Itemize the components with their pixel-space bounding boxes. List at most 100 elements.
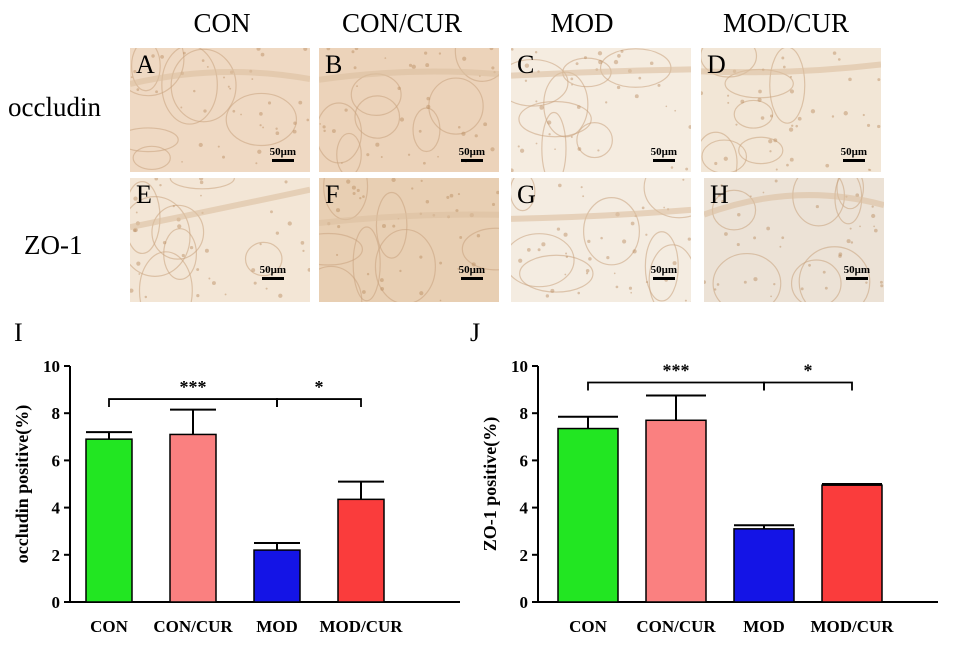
y-tick-label: 6 <box>52 451 61 470</box>
x-tick-label: MOD/CUR <box>810 617 894 636</box>
tissue-cell <box>306 118 310 122</box>
tissue-cell <box>457 267 460 271</box>
tissue-cell <box>808 263 811 267</box>
tissue-fold <box>541 111 567 172</box>
tissue-fold <box>354 95 401 139</box>
tissue-cell <box>471 262 476 267</box>
tissue-cell <box>181 161 183 163</box>
tissue-cell <box>800 287 804 291</box>
tissue-cell <box>837 58 841 61</box>
tissue-cell <box>789 89 795 94</box>
tissue-cell <box>825 163 830 168</box>
tissue-cell <box>630 291 633 294</box>
tissue-background <box>319 48 499 172</box>
tissue-cell <box>196 268 200 272</box>
tissue-cell <box>862 113 865 117</box>
tissue-cell <box>474 134 478 138</box>
tissue-cell <box>379 278 384 282</box>
tissue-fold <box>319 232 363 266</box>
tissue-cell <box>206 65 209 68</box>
tissue-cell <box>284 180 288 184</box>
tissue-cell <box>832 51 837 55</box>
micrograph-panel-f: F 50μm <box>319 178 499 302</box>
tissue-layer <box>511 66 691 79</box>
tissue-cell <box>439 299 442 302</box>
tissue-cell <box>565 252 568 255</box>
tissue-cell <box>849 227 852 230</box>
tissue-cell <box>684 299 687 302</box>
tissue-cell <box>714 161 718 166</box>
tissue-cell <box>867 168 871 171</box>
tissue-fold <box>511 58 569 107</box>
tissue-cell <box>815 204 819 209</box>
tissue-cell <box>438 52 442 55</box>
tissue-cell <box>422 161 426 165</box>
tissue-cell <box>201 59 205 62</box>
y-tick-label: 4 <box>52 499 61 518</box>
tissue-cell <box>151 54 155 58</box>
y-tick-label: 2 <box>52 546 61 565</box>
tissue-cell <box>685 167 689 171</box>
tissue-cell <box>558 183 562 188</box>
tissue-cell <box>483 122 488 127</box>
tissue-cell <box>490 147 495 152</box>
tissue-fold <box>130 48 185 97</box>
tissue-cell <box>491 66 495 70</box>
scale-bar: 50μm <box>651 264 677 280</box>
tissue-cell <box>824 286 828 290</box>
tissue-cell <box>645 281 649 284</box>
tissue-cell <box>550 288 555 293</box>
tissue-cell <box>615 285 619 289</box>
tissue-cell <box>632 249 637 254</box>
tissue-cell <box>204 248 209 253</box>
tissue-fold <box>374 228 436 302</box>
tissue-fold <box>701 139 748 172</box>
tissue-cell <box>810 109 816 114</box>
tissue-cell <box>293 121 297 125</box>
tissue-cell <box>606 256 610 260</box>
tissue-fold <box>244 241 283 277</box>
tissue-cell <box>757 97 762 102</box>
tissue-cell <box>462 56 467 61</box>
tissue-cell <box>774 179 778 183</box>
bar-mod-cur <box>821 484 883 603</box>
tissue-fold <box>225 92 298 147</box>
tissue-cell <box>298 100 303 105</box>
tissue-cell <box>172 205 175 208</box>
tissue-cell <box>232 109 236 113</box>
tissue-cell <box>788 127 794 132</box>
tissue-cell <box>871 205 874 208</box>
tissue-cell <box>877 78 881 82</box>
tissue-cell <box>189 245 194 250</box>
tissue-cell <box>323 129 326 133</box>
tissue-cell <box>203 109 207 113</box>
tissue-cell <box>335 253 339 257</box>
tissue-cell <box>524 63 530 68</box>
tissue-cell <box>159 183 162 187</box>
tissue-cell <box>736 242 740 247</box>
tissue-cell <box>630 221 635 226</box>
tissue-cell <box>300 241 305 245</box>
tissue-cell <box>577 147 582 151</box>
tissue-cell <box>727 94 730 97</box>
tissue-fold <box>161 48 218 125</box>
tissue-cell <box>588 257 592 261</box>
tissue-layer <box>319 211 499 226</box>
tissue-fold <box>130 181 161 255</box>
y-tick-label: 2 <box>520 546 529 565</box>
tissue-cell <box>446 195 450 199</box>
tissue-cell <box>326 48 331 51</box>
tissue-fold <box>138 251 193 302</box>
tissue-fold <box>132 145 171 171</box>
tissue-cell <box>519 148 525 153</box>
tissue-cell <box>672 261 677 266</box>
panel-label: D <box>707 50 726 79</box>
tissue-cell <box>351 185 356 190</box>
tissue-cell <box>135 211 138 214</box>
tissue-cell <box>775 168 778 171</box>
tissue-cell <box>267 101 272 105</box>
panel-label: C <box>517 50 535 79</box>
tissue-cell <box>384 57 387 59</box>
tissue-fold <box>428 77 484 135</box>
tissue-cell <box>871 213 876 219</box>
